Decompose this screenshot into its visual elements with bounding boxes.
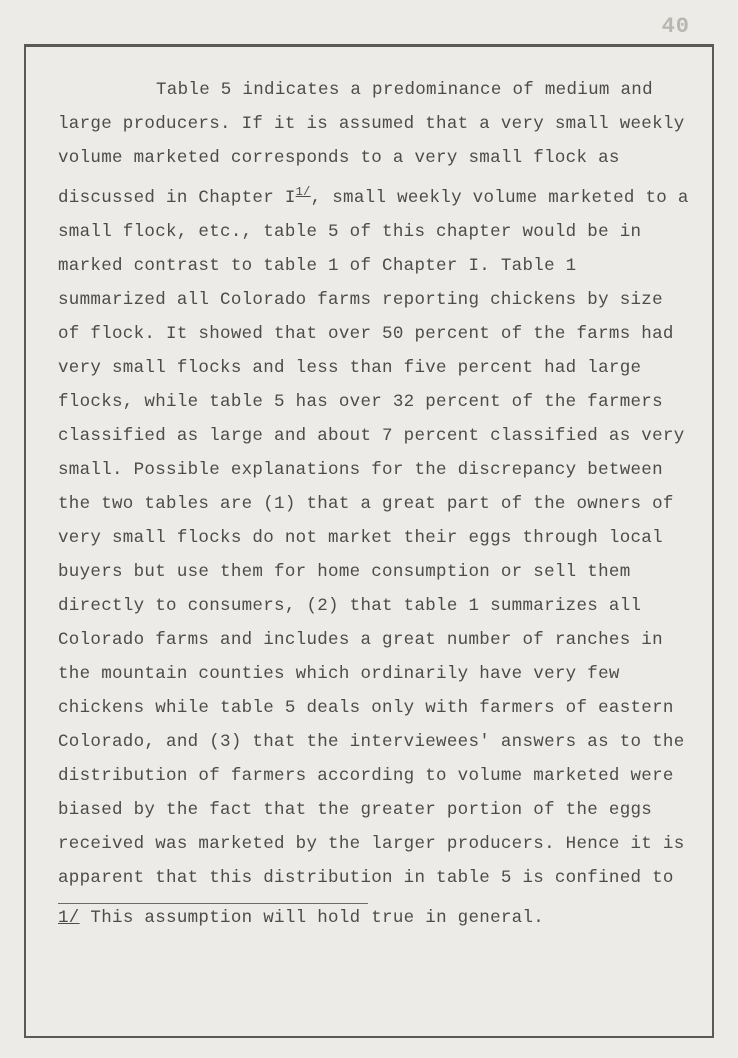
footnote-line: 1/ This assumption will hold true in gen…: [58, 908, 694, 928]
text-frame: Table 5 indicates a predominance of medi…: [24, 44, 714, 1038]
page: 40 Table 5 indicates a predominance of m…: [0, 0, 738, 1058]
paragraph-part-2: , small weekly volume marketed to a smal…: [58, 188, 689, 888]
footnote-ref-1: 1/: [296, 185, 311, 199]
footnote-marker: 1/: [58, 908, 80, 928]
footnote-text: This assumption will hold true in genera…: [80, 908, 544, 928]
page-number: 40: [662, 14, 690, 39]
body-paragraph: Table 5 indicates a predominance of medi…: [58, 73, 694, 895]
footnote-rule: [58, 903, 368, 904]
